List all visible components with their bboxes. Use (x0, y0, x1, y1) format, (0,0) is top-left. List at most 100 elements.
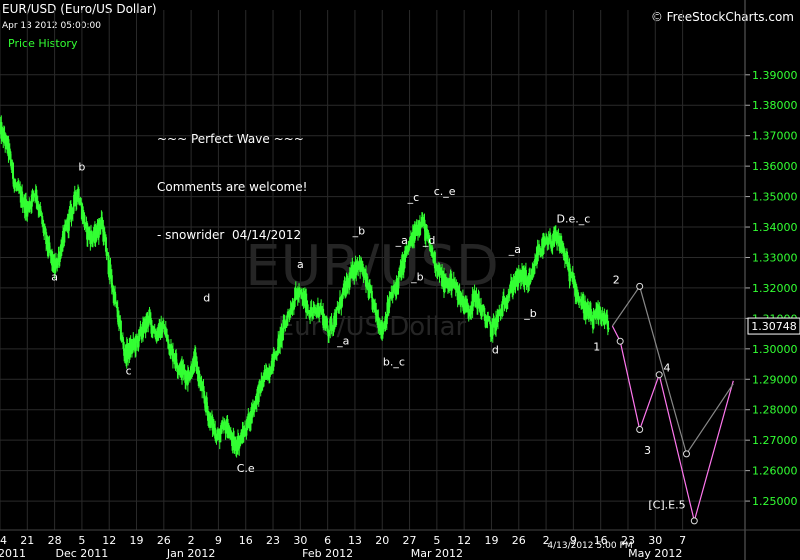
candle-body (14, 184, 17, 186)
candle-body (28, 205, 31, 210)
candle-body (424, 230, 427, 241)
candle-body (299, 292, 302, 294)
candle-body (331, 325, 334, 330)
forecast-point (690, 517, 698, 525)
candle-body (194, 352, 197, 357)
candle-body (348, 274, 351, 288)
candle-body (546, 239, 549, 245)
x-tick-label: 26 (157, 534, 171, 547)
candle-body (450, 287, 453, 291)
x-tick-label: 12 (457, 534, 471, 547)
candle-body (269, 372, 272, 375)
y-tick-label: 1.39000 (752, 69, 798, 82)
candle-body (164, 327, 167, 337)
candle-body (335, 309, 338, 311)
candle-body (233, 444, 236, 451)
candle-body (582, 300, 585, 314)
candle-body (246, 419, 249, 430)
x-tick-label: 2 (188, 534, 195, 547)
candle-body (36, 203, 39, 206)
candle-body (537, 250, 540, 256)
forecast-point (655, 371, 663, 379)
candle-body (351, 264, 354, 279)
candle-body (333, 315, 336, 327)
x-tick-label: 2 (543, 534, 550, 547)
candle-body (44, 228, 47, 233)
chart-title: EUR/USD (Euro/US Dollar) (2, 2, 157, 16)
candle-body (495, 317, 498, 331)
candle-body (305, 293, 308, 313)
candle-body (90, 231, 93, 244)
candle-body (545, 237, 548, 245)
candle-body (286, 314, 289, 326)
candle-body (571, 272, 574, 282)
candle-body (161, 327, 164, 333)
candle-body (262, 376, 265, 386)
candle-body (310, 307, 313, 314)
candle-body (122, 341, 125, 349)
candle-body (430, 248, 433, 252)
candle-body (160, 332, 163, 338)
candle-body (28, 202, 31, 210)
candle-body (437, 265, 440, 276)
candle-body (43, 231, 46, 233)
annotation-line-3: - snowrider 04/14/2012 (157, 228, 302, 242)
candle-body (410, 236, 413, 239)
x-tick-label: 9 (215, 534, 222, 547)
y-tick-label: 1.36000 (752, 160, 798, 173)
candle-body (188, 378, 191, 380)
candle-body (308, 313, 311, 318)
candle-body (342, 289, 345, 293)
candle-body (171, 348, 174, 362)
panel-label[interactable]: Price History (8, 37, 78, 50)
candle-body (116, 303, 119, 308)
y-tick-label: 1.32000 (752, 282, 798, 295)
candle-body (426, 229, 429, 236)
candle-body (469, 309, 472, 314)
candle-body (340, 294, 343, 307)
candle-body (327, 333, 330, 337)
candle-body (39, 205, 42, 211)
wave-labels: bacdC.ea_a_b_a_bb._c_c_dc._e_a_bdD.e._c1… (51, 161, 685, 512)
candle-body (488, 316, 491, 322)
candle-body (307, 310, 310, 314)
candle-body (587, 312, 590, 319)
candle-body (9, 151, 12, 160)
candle-body (137, 341, 140, 348)
candle-body (523, 272, 526, 286)
candle-body (120, 339, 123, 341)
candle-body (389, 297, 392, 299)
candle-body (600, 317, 603, 320)
candle-body (575, 286, 578, 299)
candle-body (491, 321, 494, 336)
current-price-box (747, 317, 800, 335)
candle-body (15, 185, 18, 188)
candle-body (381, 328, 384, 335)
candle-body (10, 159, 13, 167)
candle-body (561, 246, 564, 253)
candle-body (586, 309, 589, 311)
candle-body (390, 292, 393, 297)
candle-body (320, 306, 323, 313)
brand-label[interactable]: © FreeStockCharts.com (650, 10, 794, 24)
x-tick-label: 6 (324, 534, 331, 547)
candle-body (550, 243, 553, 249)
annotation-box: ~~~ Perfect Wave ~~~ Comments are welcom… (157, 99, 307, 275)
candle-body (173, 359, 176, 361)
candle-body (300, 293, 303, 295)
candle-body (273, 353, 276, 359)
candle-body (485, 321, 488, 328)
candle-body (508, 294, 511, 297)
candle-body (508, 291, 511, 295)
candle-body (194, 352, 197, 367)
candle-body (459, 297, 462, 306)
candle-body (226, 418, 229, 438)
x-tick-label: 26 (512, 534, 526, 547)
candle-body (411, 231, 414, 247)
wave-label: d (203, 292, 210, 305)
candle-body (496, 314, 499, 322)
candle-body (169, 354, 172, 356)
x-tick-label: 16 (594, 534, 608, 547)
annotation-line-2: Comments are welcome! (157, 180, 308, 194)
